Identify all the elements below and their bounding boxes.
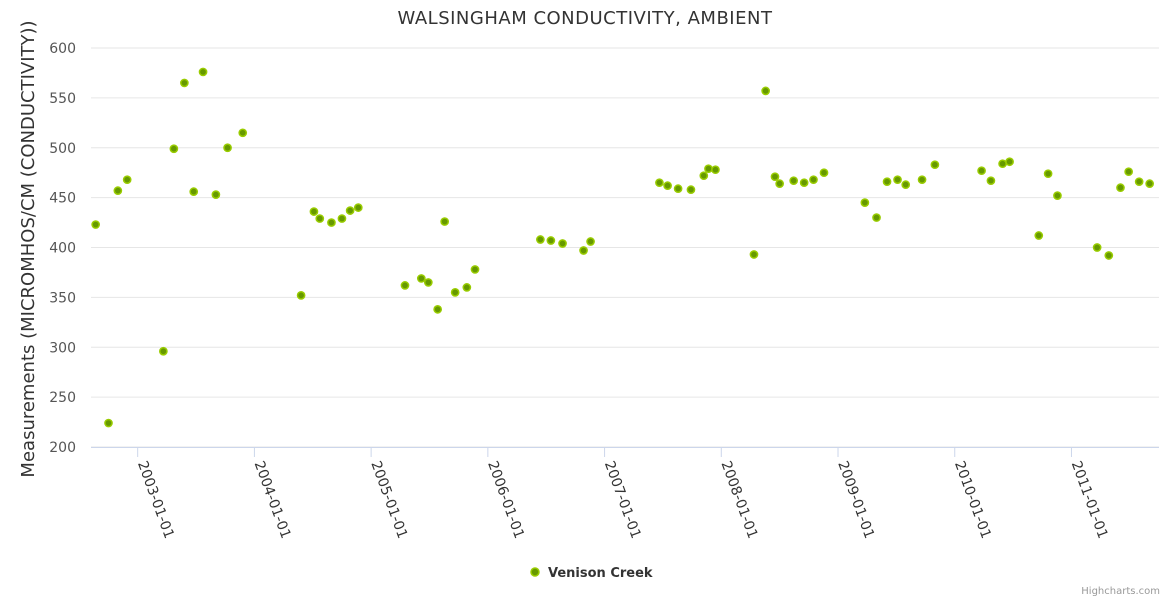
data-point[interactable] (169, 144, 179, 154)
data-point[interactable] (198, 67, 208, 77)
y-tick-label: 500 (49, 141, 76, 157)
data-point[interactable] (433, 304, 443, 314)
grid (91, 47, 1159, 448)
y-axis-label: Measurements (MICROMHOS/CM (CONDUCTIVITY… (18, 20, 39, 477)
data-point[interactable] (211, 190, 221, 199)
data-point[interactable] (917, 175, 927, 185)
legend-marker[interactable] (530, 567, 540, 577)
data-point[interactable] (223, 143, 232, 153)
data-point[interactable] (663, 181, 672, 191)
series-venison-creek[interactable] (91, 67, 1155, 428)
data-point[interactable] (579, 246, 588, 255)
data-point[interactable] (470, 265, 480, 274)
data-point[interactable] (770, 172, 780, 182)
y-tick-label: 550 (49, 91, 76, 107)
data-point[interactable] (345, 206, 355, 215)
data-point[interactable] (1134, 177, 1144, 187)
data-point[interactable] (998, 159, 1007, 169)
data-point[interactable] (655, 178, 664, 188)
data-point[interactable] (901, 180, 911, 190)
data-point[interactable] (423, 278, 433, 287)
data-point[interactable] (1053, 191, 1062, 200)
x-tick-label: 2010-01-01 (951, 459, 994, 541)
data-point[interactable] (860, 198, 870, 207)
data-point[interactable] (113, 186, 123, 195)
data-point[interactable] (400, 281, 410, 290)
data-point[interactable] (337, 214, 347, 223)
data-point[interactable] (536, 235, 545, 244)
data-point[interactable] (1005, 157, 1014, 167)
x-tick-label: 2006-01-01 (484, 459, 527, 541)
data-point[interactable] (1116, 183, 1125, 192)
x-tick-label: 2011-01-01 (1068, 459, 1111, 541)
data-point[interactable] (159, 346, 168, 356)
data-point[interactable] (450, 288, 460, 297)
data-point[interactable] (809, 175, 818, 185)
data-point[interactable] (558, 239, 567, 248)
data-point[interactable] (91, 220, 101, 229)
data-point[interactable] (586, 237, 595, 246)
data-point[interactable] (296, 291, 306, 300)
data-point[interactable] (238, 128, 248, 138)
data-point[interactable] (189, 187, 199, 196)
data-point[interactable] (819, 168, 829, 178)
data-point[interactable] (711, 165, 720, 175)
data-point[interactable] (309, 207, 319, 216)
data-point[interactable] (1145, 179, 1155, 189)
data-point[interactable] (1104, 251, 1114, 260)
x-tick-label: 2007-01-01 (601, 459, 644, 541)
x-tick-label: 2004-01-01 (251, 459, 294, 541)
data-point[interactable] (462, 283, 472, 292)
data-point[interactable] (180, 78, 189, 88)
credits-link[interactable]: Highcharts.com (1081, 586, 1160, 597)
data-point[interactable] (440, 217, 450, 226)
data-point[interactable] (1124, 167, 1134, 177)
y-tick-label: 300 (49, 340, 76, 356)
y-tick-label: 200 (49, 440, 76, 456)
data-point[interactable] (986, 176, 996, 186)
data-point[interactable] (699, 171, 709, 181)
data-point[interactable] (893, 175, 902, 185)
data-point[interactable] (327, 218, 336, 227)
data-point[interactable] (673, 184, 683, 193)
x-tick-label: 2009-01-01 (834, 459, 877, 541)
y-tick-label: 350 (49, 290, 76, 306)
x-axis-ticks: 2003-01-01 2004-01-01 2005-01-01 2006-01-01… (134, 447, 1111, 541)
chart-title: WALSINGHAM CONDUCTIVITY, AMBIENT (398, 8, 773, 29)
data-point[interactable] (789, 176, 799, 186)
x-tick-label: 2005-01-01 (367, 459, 410, 541)
y-tick-label: 250 (49, 390, 76, 406)
data-point[interactable] (799, 178, 809, 188)
y-tick-label: 400 (49, 241, 76, 257)
data-point[interactable] (122, 175, 132, 185)
data-point[interactable] (704, 164, 713, 174)
data-point[interactable] (872, 213, 881, 222)
x-tick-label: 2003-01-01 (134, 459, 177, 541)
data-point[interactable] (930, 160, 940, 170)
data-point[interactable] (1034, 231, 1044, 240)
data-point[interactable] (977, 166, 986, 176)
data-point[interactable] (749, 250, 759, 259)
data-point[interactable] (104, 418, 113, 428)
x-tick-label: 2008-01-01 (718, 459, 761, 541)
data-point[interactable] (315, 214, 325, 223)
y-tick-label: 600 (49, 41, 76, 57)
data-point[interactable] (546, 236, 556, 245)
data-point[interactable] (416, 274, 426, 283)
y-tick-label: 450 (49, 191, 76, 207)
y-axis-ticks: 200 250 300 350 400 450 500 550 600 (49, 41, 76, 456)
data-point[interactable] (882, 177, 892, 187)
legend-item-label[interactable]: Venison Creek (548, 566, 653, 581)
data-point[interactable] (686, 185, 696, 194)
legend[interactable]: Venison Creek (530, 566, 653, 581)
data-point[interactable] (761, 86, 770, 96)
data-point[interactable] (775, 179, 785, 189)
data-point[interactable] (1043, 169, 1053, 179)
data-point[interactable] (353, 203, 363, 212)
data-point[interactable] (1092, 243, 1102, 252)
